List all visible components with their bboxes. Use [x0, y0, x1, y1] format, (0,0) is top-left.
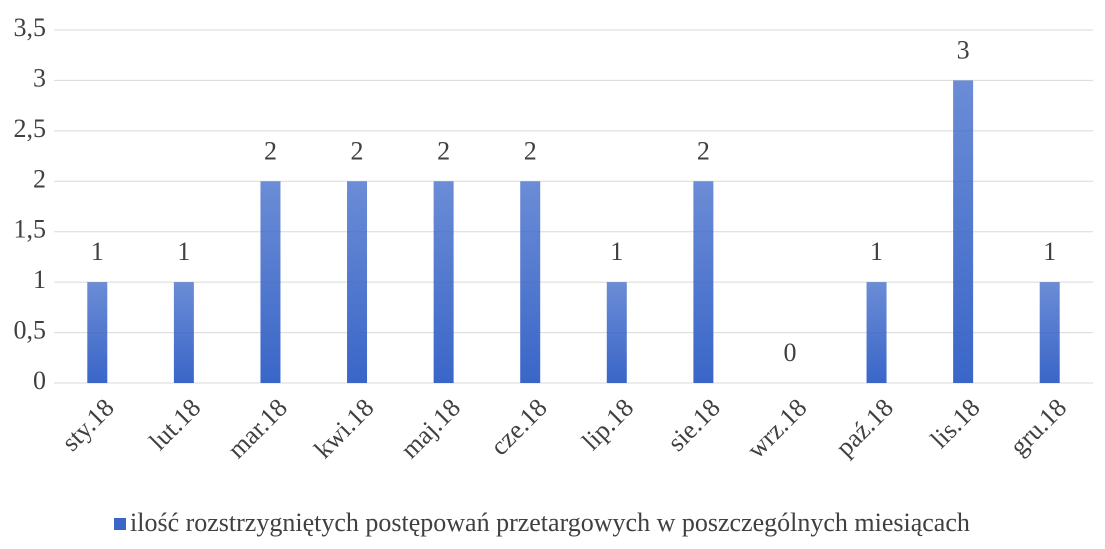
data-label: 2: [437, 136, 450, 165]
legend-label: ilość rozstrzygniętych postępowań przeta…: [130, 508, 970, 537]
y-tick-label: 2: [33, 164, 46, 193]
x-tick-label: wrz.18: [741, 393, 812, 464]
bar: [606, 282, 627, 383]
data-label: 1: [91, 237, 104, 266]
bar: [1039, 282, 1060, 383]
data-label: 2: [351, 136, 364, 165]
bar: [520, 181, 541, 383]
y-tick-label: 1: [33, 265, 46, 294]
data-label: 1: [177, 237, 190, 266]
bar: [693, 181, 714, 383]
bar: [347, 181, 368, 383]
data-label: 2: [264, 136, 277, 165]
data-label: 1: [610, 237, 623, 266]
data-label: 0: [783, 338, 796, 367]
data-label: 2: [524, 136, 537, 165]
y-tick-label: 1,5: [14, 215, 47, 244]
bar: [866, 282, 887, 383]
x-tick-label: cze.18: [485, 393, 553, 461]
y-tick-label: 2,5: [14, 114, 47, 143]
bar: [260, 181, 281, 383]
bar: [173, 282, 194, 383]
x-tick-label: sie.18: [662, 393, 726, 457]
data-label: 2: [697, 136, 710, 165]
bar: [433, 181, 454, 383]
y-tick-label: 0: [33, 366, 46, 395]
data-label: 1: [870, 237, 883, 266]
y-tick-label: 3: [33, 63, 46, 92]
x-tick-label: maj.18: [395, 393, 466, 464]
x-tick-label: lip.18: [576, 393, 639, 456]
x-tick-label: lis.18: [925, 393, 986, 454]
data-label: 3: [957, 35, 970, 64]
y-tick-label: 0,5: [14, 316, 47, 345]
x-tick-label: lut.18: [143, 393, 206, 456]
data-label: 1: [1043, 237, 1056, 266]
legend-swatch: [114, 518, 126, 530]
x-tick-label: mar.18: [222, 393, 293, 464]
bar: [953, 80, 974, 383]
x-tick-label: paź.18: [830, 393, 899, 462]
y-tick-label: 3,5: [14, 13, 47, 42]
x-tick-label: sty.18: [56, 393, 120, 457]
x-tick-label: kwi.18: [308, 393, 379, 464]
bar: [87, 282, 108, 383]
x-tick-label: gru.18: [1004, 393, 1072, 461]
